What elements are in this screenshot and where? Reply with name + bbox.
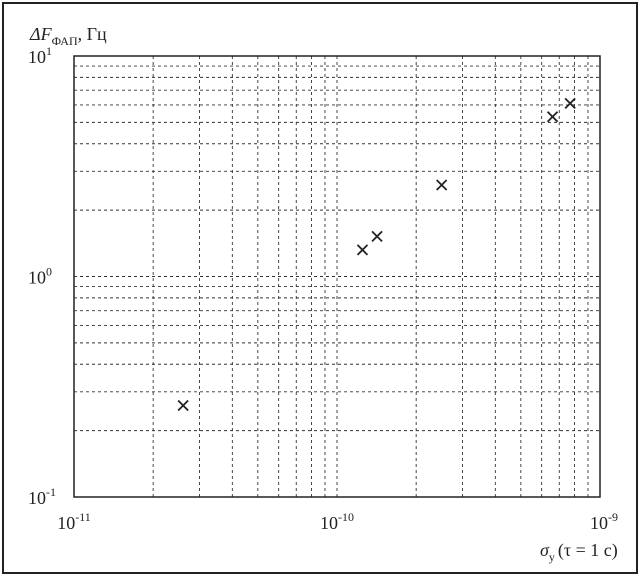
x-tick-label: 10-10: [320, 510, 354, 533]
data-point: [371, 230, 383, 243]
data-point: [356, 244, 369, 256]
data-point: [177, 399, 189, 412]
data-point: [564, 97, 576, 109]
x-tick-label: 10-9: [590, 510, 618, 533]
y-axis-label: ΔFФАП, Гц: [29, 24, 107, 48]
x-axis-label: σy (τ = 1 с): [540, 540, 618, 564]
chart-frame: [2, 2, 638, 574]
y-tick-label: 101: [28, 44, 52, 67]
plot-area: [73, 55, 601, 498]
points-layer: [177, 97, 576, 412]
x-tick-label: 10-11: [57, 510, 91, 533]
y-tick-label: 10-1: [28, 485, 56, 508]
y-tick-label: 100: [28, 265, 52, 288]
grid-layer: [74, 56, 600, 497]
tick-label-layer: 10-11 10-10 10-9 10-1 100 101: [28, 44, 618, 533]
data-point: [436, 179, 448, 191]
data-point: [546, 111, 559, 123]
